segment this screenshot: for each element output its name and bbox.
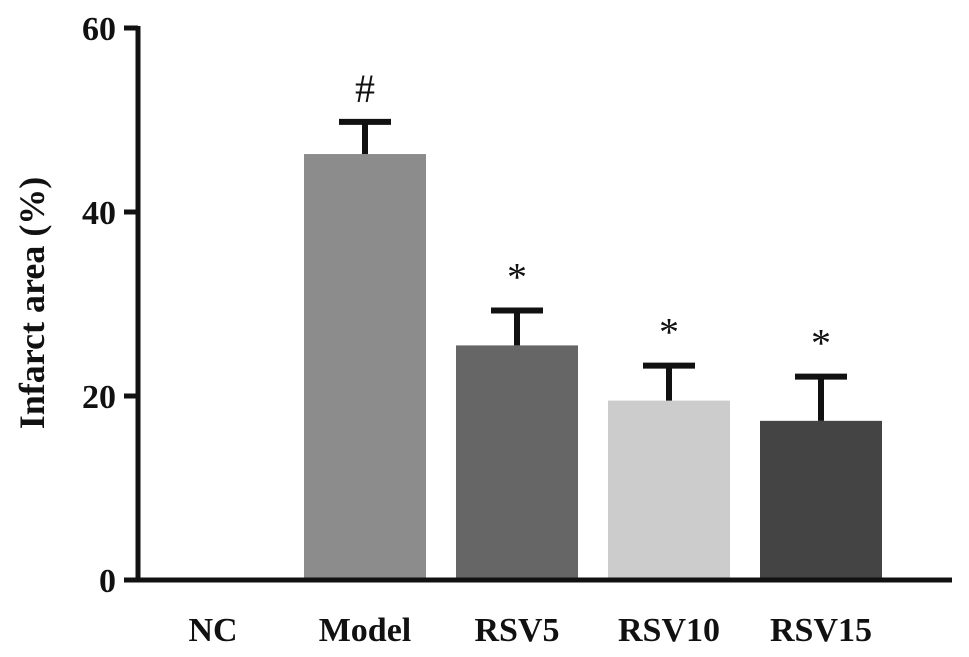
y-tick-label-0: 0	[99, 563, 116, 600]
axes	[135, 26, 952, 583]
bar-rsv15	[760, 420, 882, 580]
y-tick-label-20: 20	[82, 379, 116, 416]
error-bars	[339, 118, 847, 421]
y-tick-label-40: 40	[82, 195, 116, 232]
annotation-model: #	[355, 66, 375, 111]
x-tick-label-nc: NC	[188, 612, 237, 649]
annotation-rsv15: *	[811, 321, 831, 366]
bars	[304, 154, 882, 581]
annotation-rsv10: *	[659, 310, 679, 355]
x-category-labels: NC Model RSV5 RSV10 RSV15	[188, 612, 872, 649]
annotation-rsv5: *	[507, 254, 527, 299]
x-tick-label-rsv5: RSV5	[474, 612, 559, 649]
y-tick-label-60: 60	[82, 11, 116, 48]
bar-rsv5	[456, 345, 578, 580]
annotations: # * * *	[355, 66, 831, 366]
x-tick-label-rsv15: RSV15	[770, 612, 872, 649]
bar-rsv10	[608, 400, 730, 580]
x-tick-label-rsv10: RSV10	[618, 612, 720, 649]
y-axis-title: Infarct area (%)	[12, 177, 52, 430]
x-tick-label-model: Model	[319, 612, 412, 649]
bar-model	[304, 154, 426, 581]
y-ticks: 0 20 40 60	[82, 11, 138, 600]
